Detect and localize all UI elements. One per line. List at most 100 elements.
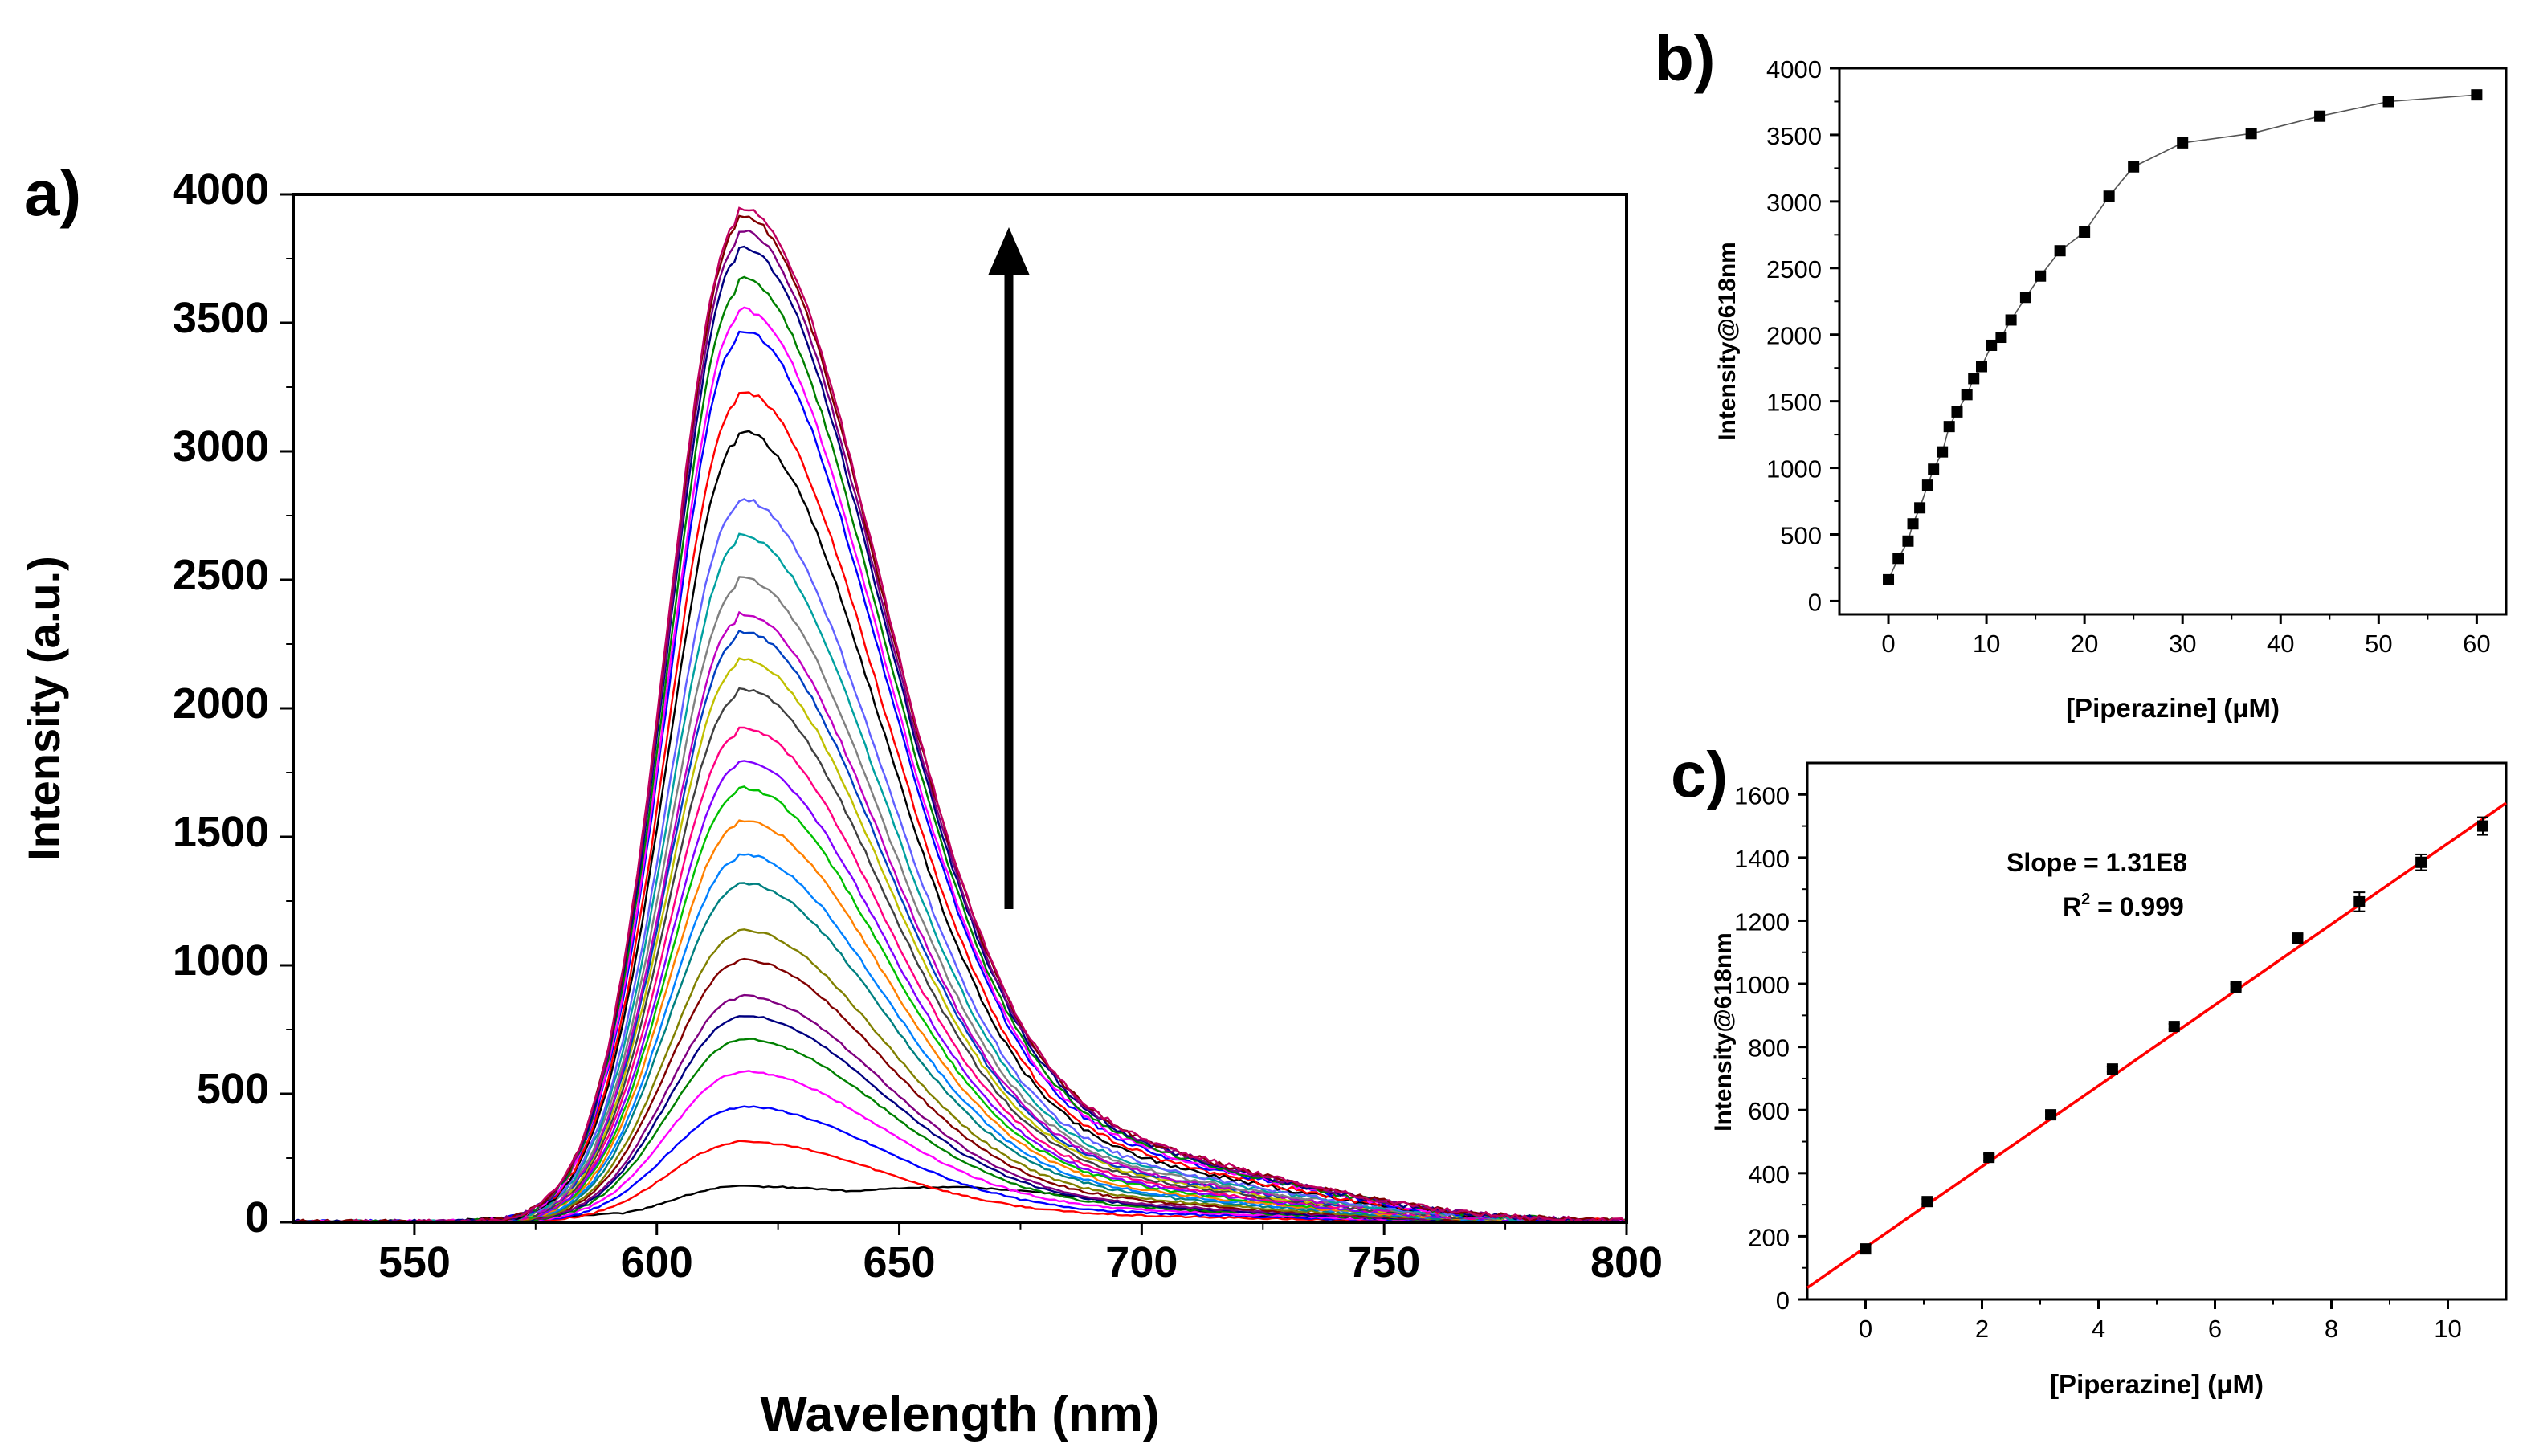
plot-frame-c <box>1806 761 2508 1301</box>
x-tick-label-b-6: 60 <box>2463 630 2490 658</box>
data-points-b <box>1883 89 2483 585</box>
spectrum-series-22 <box>293 430 1627 1224</box>
x-tick-label-c-0: 0 <box>1859 1315 1872 1343</box>
spectrum-series-21 <box>292 498 1627 1224</box>
point-b-11 <box>1968 373 1980 385</box>
x-tick-label-b-2: 20 <box>2071 630 2098 658</box>
y-tick-label-c-2: 400 <box>1748 1160 1790 1189</box>
y-tick-label-a-3: 1500 <box>173 808 269 856</box>
r2-annotation: R2 = 0.999 <box>2063 891 2184 921</box>
y-tick-label-c-3: 600 <box>1748 1097 1790 1125</box>
y-tick-label-b-8: 4000 <box>1766 55 1822 84</box>
point-b-4 <box>1914 502 1926 514</box>
spectrum-series-27 <box>292 245 1627 1224</box>
x-tick-label-c-5: 10 <box>2434 1315 2461 1343</box>
point-c-3 <box>2045 1109 2057 1121</box>
y-tick-label-b-3: 1500 <box>1766 389 1822 417</box>
point-c-1 <box>1921 1196 1933 1208</box>
point-b-19 <box>2079 226 2091 238</box>
point-c-10 <box>2477 816 2488 836</box>
point-b-18 <box>2054 245 2066 257</box>
panel-b: b) 0 10 20 30 40 50 60 0 500 1000 1500 2000 2500 3000… <box>1655 22 2508 723</box>
data-points-c <box>1860 816 2488 1255</box>
point-b-3 <box>1907 518 1919 530</box>
y-tick-label-b-1: 500 <box>1780 521 1822 549</box>
point-b-14 <box>1995 332 2007 344</box>
y-axis-label-c: Intensity@618nm <box>1710 932 1737 1132</box>
y-tick-label-c-8: 1600 <box>1734 781 1790 810</box>
axis-ticks-c: 0 2 4 6 8 10 0 200 400 600 800 1000 1200 1400 1600 <box>1734 781 2462 1343</box>
point-c-8 <box>2353 891 2366 912</box>
point-b-5 <box>1921 479 1933 491</box>
panel-a-tag: a) <box>24 157 81 229</box>
spectrum-series-17 <box>293 629 1627 1224</box>
point-b-17 <box>2035 270 2047 282</box>
point-c-2 <box>1983 1152 1995 1164</box>
x-tick-label-c-2: 4 <box>2092 1315 2105 1343</box>
spectrum-series-30 <box>293 206 1627 1224</box>
x-tick-label-a-3: 700 <box>1105 1238 1178 1287</box>
x-tick-label-a-1: 600 <box>621 1238 693 1287</box>
x-axis-label-b: [Piperazine] (μM) <box>2066 693 2280 723</box>
x-tick-label-a-0: 550 <box>378 1238 451 1287</box>
y-tick-label-a-4: 2000 <box>173 679 269 728</box>
y-tick-label-a-2: 1000 <box>173 936 269 985</box>
plot-frame-b <box>1838 67 2508 616</box>
y-tick-label-b-0: 0 <box>1808 588 1822 616</box>
point-b-8 <box>1943 421 1955 433</box>
spectrum-series-26 <box>292 275 1627 1224</box>
panel-b-tag: b) <box>1655 22 1716 94</box>
spectrum-series-16 <box>293 657 1627 1224</box>
x-axis-label-a: Wavelength (nm) <box>760 1387 1159 1442</box>
y-tick-label-c-0: 0 <box>1776 1287 1790 1315</box>
y-tick-label-b-6: 3000 <box>1766 189 1822 217</box>
spectrum-series-24 <box>292 330 1627 1224</box>
x-axis-label-c: [Piperazine] (μM) <box>2050 1369 2264 1399</box>
y-tick-label-a-7: 3500 <box>173 294 269 342</box>
x-tick-label-a-5: 800 <box>1590 1238 1663 1287</box>
point-b-7 <box>1937 446 1949 458</box>
point-c-9 <box>2415 853 2427 871</box>
point-b-16 <box>2019 292 2031 304</box>
x-tick-label-b-5: 50 <box>2365 630 2392 658</box>
x-tick-label-b-0: 0 <box>1881 630 1895 658</box>
point-b-10 <box>1961 389 1973 401</box>
y-tick-label-b-2: 1000 <box>1766 455 1822 483</box>
y-tick-label-b-5: 2500 <box>1766 255 1822 283</box>
panel-a: a) 550 600 650 700 750 800 0 500 1000 1500 2000 250… <box>18 157 1663 1442</box>
spectrum-series-5 <box>293 1015 1627 1224</box>
x-tick-label-c-3: 6 <box>2208 1315 2222 1343</box>
y-tick-label-b-4: 2000 <box>1766 322 1822 350</box>
point-b-15 <box>2005 314 2017 326</box>
y-tick-label-c-6: 1200 <box>1734 907 1790 936</box>
spectrum-series-12 <box>293 785 1627 1224</box>
y-tick-label-c-4: 800 <box>1748 1034 1790 1062</box>
point-b-23 <box>2245 128 2257 140</box>
point-b-0 <box>1883 573 1895 585</box>
axis-ticks-b: 0 10 20 30 40 50 60 0 500 1000 1500 2000 2500 3000 350… <box>1766 55 2491 658</box>
point-b-26 <box>2471 89 2483 101</box>
x-tick-label-a-4: 750 <box>1348 1238 1420 1287</box>
x-tick-label-c-1: 2 <box>1975 1315 1989 1343</box>
panel-c: c) 0 2 4 6 8 1002004006008001000120014001600 … <box>1671 739 2508 1399</box>
y-axis-label-b: Intensity@618nm <box>1714 242 1741 441</box>
y-axis-label-a: Intensity (a.u.) <box>18 556 69 861</box>
point-b-6 <box>1928 463 1940 475</box>
y-tick-label-a-6: 3000 <box>173 422 269 471</box>
axis-ticks-a: 550 600 650 700 750 800 0 500 1000 1500 2000 2500 30… <box>173 165 1663 1287</box>
point-b-13 <box>1986 339 1998 351</box>
y-tick-label-a-5: 2500 <box>173 551 269 599</box>
point-b-2 <box>1902 535 1914 547</box>
point-b-12 <box>1975 361 1987 373</box>
spectrum-series-3 <box>292 1070 1627 1224</box>
x-tick-label-a-2: 650 <box>863 1238 935 1287</box>
x-tick-label-b-3: 30 <box>2169 630 2196 658</box>
point-c-7 <box>2292 932 2304 944</box>
y-tick-label-b-7: 3500 <box>1766 122 1822 150</box>
panel-c-tag: c) <box>1671 739 1728 810</box>
spectra-curves <box>292 206 1627 1224</box>
y-tick-label-c-1: 200 <box>1748 1223 1790 1251</box>
spectrum-series-29 <box>292 214 1627 1224</box>
x-tick-label-b-1: 10 <box>1973 630 2000 658</box>
